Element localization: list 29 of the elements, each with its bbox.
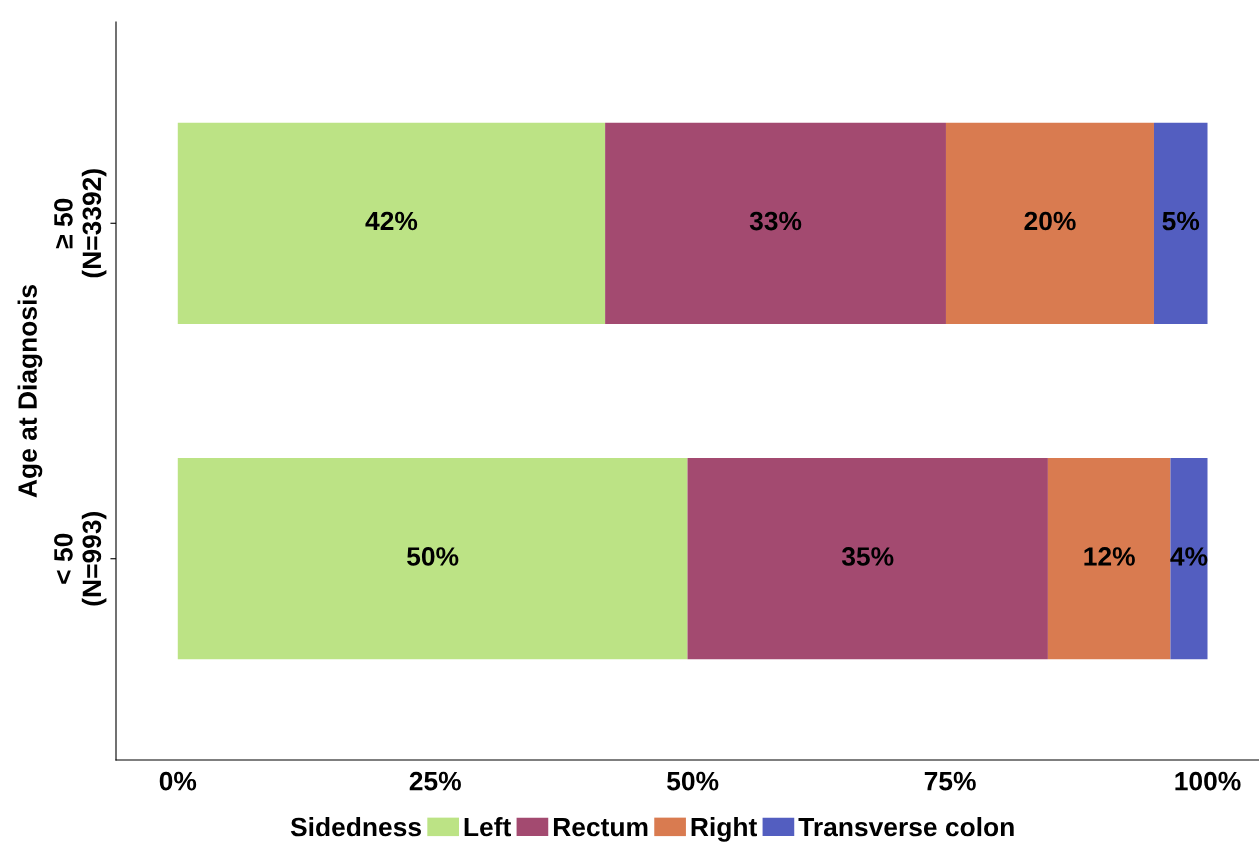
- legend-label: Transverse colon: [798, 816, 1014, 837]
- x-tick-label: 75%: [924, 771, 976, 791]
- bar: [1153, 122, 1208, 324]
- data-label: 42%: [365, 211, 418, 231]
- bar: [687, 458, 1048, 660]
- y-tick-label: ≥ 50 (N=3392): [54, 169, 107, 278]
- bar: [177, 122, 606, 324]
- bar: [945, 122, 1154, 324]
- x-tick-label: 100%: [1175, 771, 1241, 791]
- bar: [177, 458, 688, 660]
- legend-label: Right: [691, 816, 757, 842]
- legend-title: Sidedness: [290, 816, 421, 837]
- data-label: 5%: [1162, 211, 1200, 231]
- legend-label: Left: [464, 816, 511, 837]
- data-label: 33%: [749, 211, 802, 231]
- data-label: 12%: [1084, 547, 1135, 566]
- data-label: 4%: [1170, 547, 1208, 566]
- data-label: 50%: [407, 547, 459, 566]
- bar: [1047, 458, 1171, 660]
- x-tick-label: 25%: [409, 771, 461, 791]
- y-tick-label: < 50 (N=993): [54, 512, 107, 606]
- data-label: 35%: [841, 547, 894, 566]
- x-tick-label: 50%: [667, 771, 719, 791]
- bar: [605, 122, 946, 324]
- data-label: 20%: [1024, 211, 1076, 231]
- y-axis-title: Age at Diagnosis: [17, 285, 43, 498]
- bar: [1170, 458, 1208, 660]
- legend-label: Rectum: [553, 817, 648, 837]
- x-tick-label: 0%: [159, 771, 197, 791]
